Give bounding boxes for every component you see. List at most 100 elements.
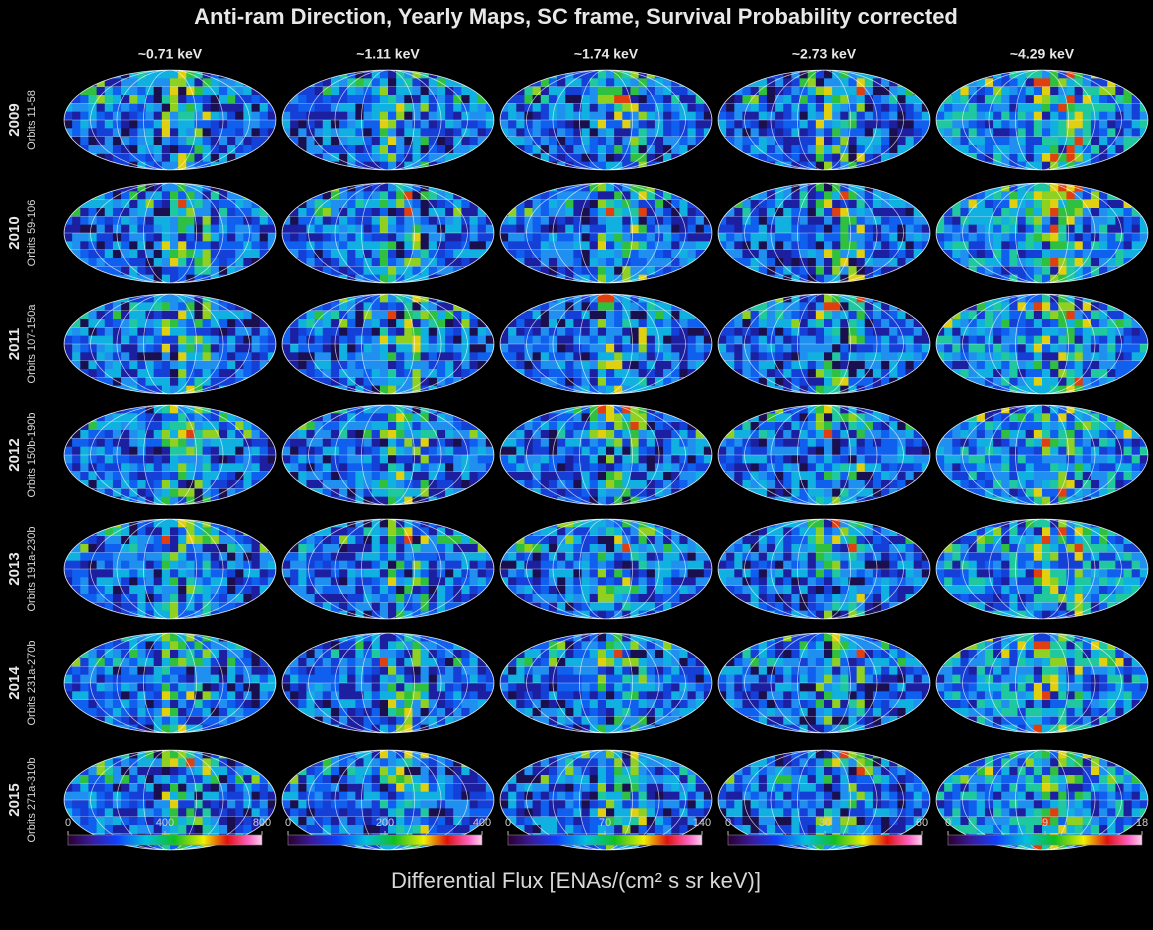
map-cell <box>639 191 648 200</box>
map-cell <box>993 369 1002 378</box>
map-cell <box>655 327 664 336</box>
map-cell <box>969 327 978 336</box>
map-cell <box>906 128 915 137</box>
map-cell <box>1066 112 1075 121</box>
map-cell <box>121 153 130 162</box>
map-cell <box>178 319 187 328</box>
map-cell <box>1132 128 1141 137</box>
map-cell <box>412 377 421 386</box>
map-cell <box>533 103 542 112</box>
map-cell <box>396 336 405 345</box>
map-cell <box>252 120 261 129</box>
map-cell <box>824 258 833 267</box>
map-cell <box>97 225 106 234</box>
map-cell <box>952 137 961 146</box>
map-cell <box>751 352 760 361</box>
map-cell <box>105 250 114 259</box>
map-cell <box>170 344 179 353</box>
map-cell <box>323 352 332 361</box>
row-year: 2011 <box>6 328 23 361</box>
map-cell <box>404 336 413 345</box>
map-cell <box>323 241 332 250</box>
map-cell <box>1034 319 1043 328</box>
map-cell <box>783 258 792 267</box>
map-cell <box>97 95 106 104</box>
map-cell <box>388 336 397 345</box>
map-cell <box>219 311 228 320</box>
map-cell <box>524 225 533 234</box>
map-cell <box>944 216 953 225</box>
map-cell <box>203 216 212 225</box>
map-cell <box>783 233 792 242</box>
map-cell <box>445 128 454 137</box>
map-cell <box>1099 120 1108 129</box>
map-cell <box>977 103 986 112</box>
map-cell <box>97 352 106 361</box>
map-cell <box>364 78 373 87</box>
map-cell <box>1001 250 1010 259</box>
map-cell <box>614 128 623 137</box>
map-cell <box>162 112 171 121</box>
map-cell <box>1001 327 1010 336</box>
map-cell <box>639 352 648 361</box>
map-cell <box>1026 250 1035 259</box>
map-cell <box>146 112 155 121</box>
map-cell <box>914 120 923 129</box>
map-cell <box>323 95 332 104</box>
map-cell <box>590 128 599 137</box>
map-cell <box>380 311 389 320</box>
map-cell <box>1034 87 1043 96</box>
map-cell <box>533 112 542 121</box>
map-cell <box>1026 327 1035 336</box>
map-cell <box>355 153 364 162</box>
map-cell <box>421 311 430 320</box>
map-cell <box>219 95 228 104</box>
map-cell <box>516 208 525 217</box>
column-label: ~1.74 keV <box>574 46 639 62</box>
map-cell <box>162 344 171 353</box>
map-cell <box>388 369 397 378</box>
map-cell <box>1018 78 1027 87</box>
map-cell <box>914 103 923 112</box>
map-cell <box>186 336 195 345</box>
map-cell <box>993 137 1002 146</box>
map-cell <box>355 344 364 353</box>
map-cell <box>655 95 664 104</box>
map-cell <box>1009 250 1018 259</box>
map-cell <box>80 103 89 112</box>
map-cell <box>734 225 743 234</box>
map-cell <box>194 319 203 328</box>
map-cell <box>832 241 841 250</box>
map-cell <box>889 233 898 242</box>
map-cell <box>1026 78 1035 87</box>
map-cell <box>533 327 542 336</box>
map-cell <box>630 258 639 267</box>
map-cell <box>421 233 430 242</box>
map-cell <box>791 258 800 267</box>
map-cell <box>80 233 89 242</box>
map-cell <box>557 145 566 154</box>
map-cell <box>952 352 961 361</box>
map-cell <box>598 258 607 267</box>
map-cell <box>671 369 680 378</box>
map-cell <box>993 266 1002 275</box>
map-cell <box>355 120 364 129</box>
map-cell <box>372 311 381 320</box>
map-cell <box>1124 361 1133 370</box>
map-cell <box>252 112 261 121</box>
map-cell <box>914 336 923 345</box>
map-cell <box>113 352 122 361</box>
map-cell <box>129 266 138 275</box>
map-cell <box>323 319 332 328</box>
map-cell <box>671 225 680 234</box>
map-cell <box>800 344 809 353</box>
map-cell <box>944 241 953 250</box>
map-cell <box>331 352 340 361</box>
map-cell <box>227 361 236 370</box>
map-cell <box>1050 112 1059 121</box>
map-cell <box>1099 233 1108 242</box>
map-cell <box>105 112 114 121</box>
map-cell <box>1034 302 1043 311</box>
map-cell <box>1132 112 1141 121</box>
map-cell <box>557 266 566 275</box>
